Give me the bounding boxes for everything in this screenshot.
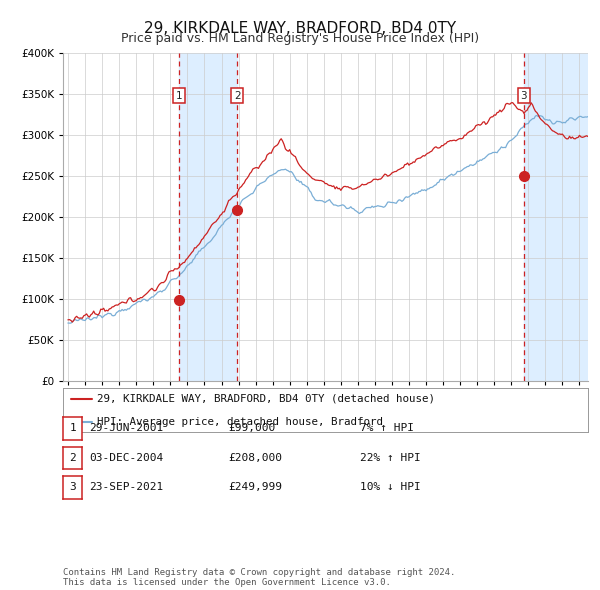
Text: 3: 3 [69,483,76,492]
Bar [179,53,237,381]
Text: 29-JUN-2001: 29-JUN-2001 [89,424,163,433]
Text: Contains HM Land Registry data © Crown copyright and database right 2024.
This d: Contains HM Land Registry data © Crown c… [63,568,455,587]
Text: HPI: Average price, detached house, Bradford: HPI: Average price, detached house, Brad… [97,417,383,427]
Text: 1: 1 [69,424,76,433]
Text: 29, KIRKDALE WAY, BRADFORD, BD4 0TY: 29, KIRKDALE WAY, BRADFORD, BD4 0TY [144,21,456,35]
Text: 1: 1 [175,91,182,101]
Text: 7% ↑ HPI: 7% ↑ HPI [360,424,414,433]
Text: 2: 2 [69,453,76,463]
Text: Price paid vs. HM Land Registry's House Price Index (HPI): Price paid vs. HM Land Registry's House … [121,32,479,45]
Text: £208,000: £208,000 [228,453,282,463]
Text: 2: 2 [234,91,241,101]
Text: 10% ↓ HPI: 10% ↓ HPI [360,483,421,492]
Text: 03-DEC-2004: 03-DEC-2004 [89,453,163,463]
Text: 3: 3 [520,91,527,101]
Bar [524,53,588,381]
Text: 29, KIRKDALE WAY, BRADFORD, BD4 0TY (detached house): 29, KIRKDALE WAY, BRADFORD, BD4 0TY (det… [97,394,435,404]
Text: 22% ↑ HPI: 22% ↑ HPI [360,453,421,463]
Text: 23-SEP-2021: 23-SEP-2021 [89,483,163,492]
Text: £99,000: £99,000 [228,424,275,433]
Text: £249,999: £249,999 [228,483,282,492]
